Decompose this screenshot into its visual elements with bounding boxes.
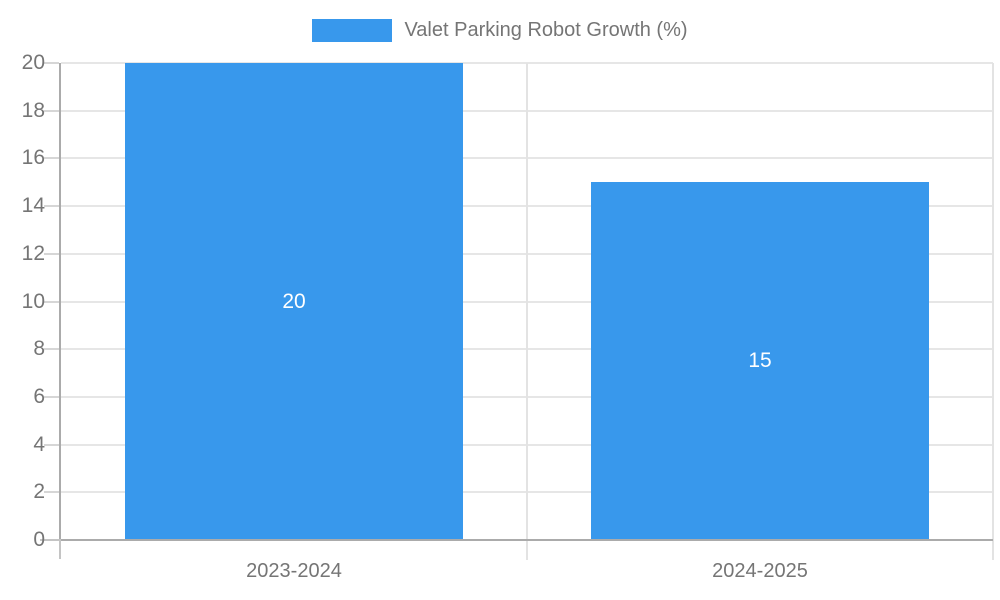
legend-label: Valet Parking Robot Growth (%): [404, 19, 688, 41]
chart-legend[interactable]: Valet Parking Robot Growth (%): [0, 19, 1000, 42]
y-axis-tick-20: [44, 62, 59, 64]
y-tick-label-0: 0: [33, 528, 45, 551]
bar-value-label-2024-2025: 15: [748, 349, 772, 372]
y-tick-label-2: 2: [33, 480, 45, 504]
y-axis-tick-extension: [59, 540, 61, 559]
y-axis-tick-4: [44, 443, 59, 446]
legend-swatch: [312, 19, 393, 42]
y-axis-tick-6: [44, 395, 59, 398]
y-axis-tick-2: [44, 491, 59, 494]
y-tick-label-8: 8: [33, 337, 45, 361]
y-tick-label-10: 10: [21, 289, 45, 313]
gridline-x-2: [992, 63, 994, 560]
x-tick-label-2023-2024: 2023-2024: [246, 560, 342, 582]
y-tick-label-18: 18: [21, 98, 45, 122]
y-axis-tick-14: [44, 205, 59, 208]
y-tick-label-16: 16: [21, 146, 45, 170]
y-axis-line: [59, 63, 61, 540]
x-tick-label-2024-2025: 2024-2025: [712, 560, 808, 582]
plot-area: 20 15 0 2 4 6 8 10 12 14 16 18 20 2023-2024 2024-2025: [22, 52, 994, 582]
bar-value-label-2023-2024: 20: [282, 289, 306, 313]
x-axis-line: [61, 539, 993, 541]
y-tick-label-12: 12: [21, 241, 45, 265]
y-axis-tick-10: [44, 300, 59, 303]
y-axis-tick-18: [44, 109, 59, 112]
y-axis-tick-16: [44, 157, 59, 160]
y-axis-tick-12: [44, 252, 59, 255]
y-axis-tick-8: [44, 348, 59, 351]
bar-2024-2025[interactable]: 15: [591, 182, 929, 540]
bar-2023-2024[interactable]: 20: [125, 63, 463, 540]
y-tick-label-14: 14: [21, 194, 45, 218]
y-tick-label-6: 6: [33, 384, 45, 408]
y-tick-label-20: 20: [21, 51, 45, 74]
gridline-x-1: [526, 63, 528, 560]
x-axis-tick-extension: [40, 539, 61, 541]
y-tick-label-4: 4: [33, 432, 45, 456]
